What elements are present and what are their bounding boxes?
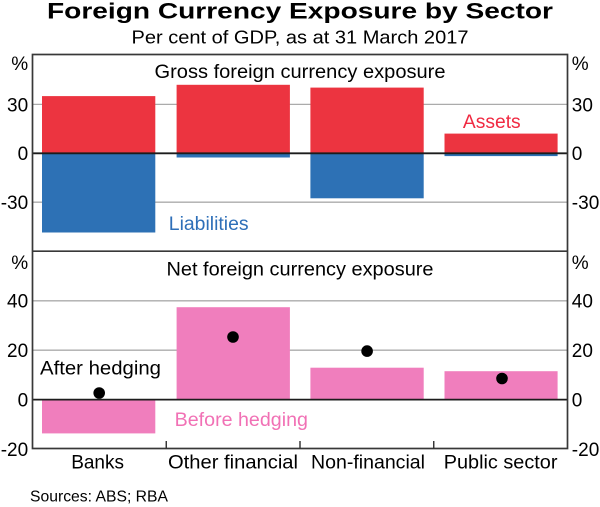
svg-text:0: 0 [18,144,29,165]
svg-text:0: 0 [18,391,29,412]
svg-text:0: 0 [572,144,583,165]
svg-text:20: 20 [7,341,28,362]
svg-text:20: 20 [572,341,593,362]
svg-text:Public sector: Public sector [444,453,558,474]
svg-text:Non-financial: Non-financial [311,453,425,474]
svg-text:-20: -20 [572,440,599,461]
svg-text:Sources: ABS; RBA: Sources: ABS; RBA [30,488,168,505]
svg-text:Net foreign currency exposure: Net foreign currency exposure [167,260,434,281]
svg-text:Gross foreign currency exposur: Gross foreign currency exposure [155,62,446,83]
svg-text:40: 40 [572,292,593,313]
svg-text:-30: -30 [1,193,28,214]
svg-text:Assets: Assets [463,112,521,133]
svg-text:Before hedging: Before hedging [175,410,308,431]
svg-text:0: 0 [572,391,583,412]
svg-text:Liabilities: Liabilities [169,214,249,235]
svg-text:Foreign Currency Exposure by S: Foreign Currency Exposure by Sector [47,0,554,24]
svg-text:Per cent of GDP, as at 31 Marc: Per cent of GDP, as at 31 March 2017 [132,27,469,47]
svg-text:%: % [572,54,589,75]
svg-text:30: 30 [572,95,593,116]
svg-text:%: % [572,253,589,274]
svg-text:After hedging: After hedging [40,359,161,380]
svg-text:-30: -30 [572,193,599,214]
svg-text:-20: -20 [1,440,28,461]
svg-text:%: % [11,253,28,274]
svg-text:%: % [11,54,28,75]
svg-text:40: 40 [7,292,28,313]
svg-text:Other financial: Other financial [168,453,298,474]
svg-text:Banks: Banks [71,453,124,474]
svg-text:30: 30 [7,95,28,116]
